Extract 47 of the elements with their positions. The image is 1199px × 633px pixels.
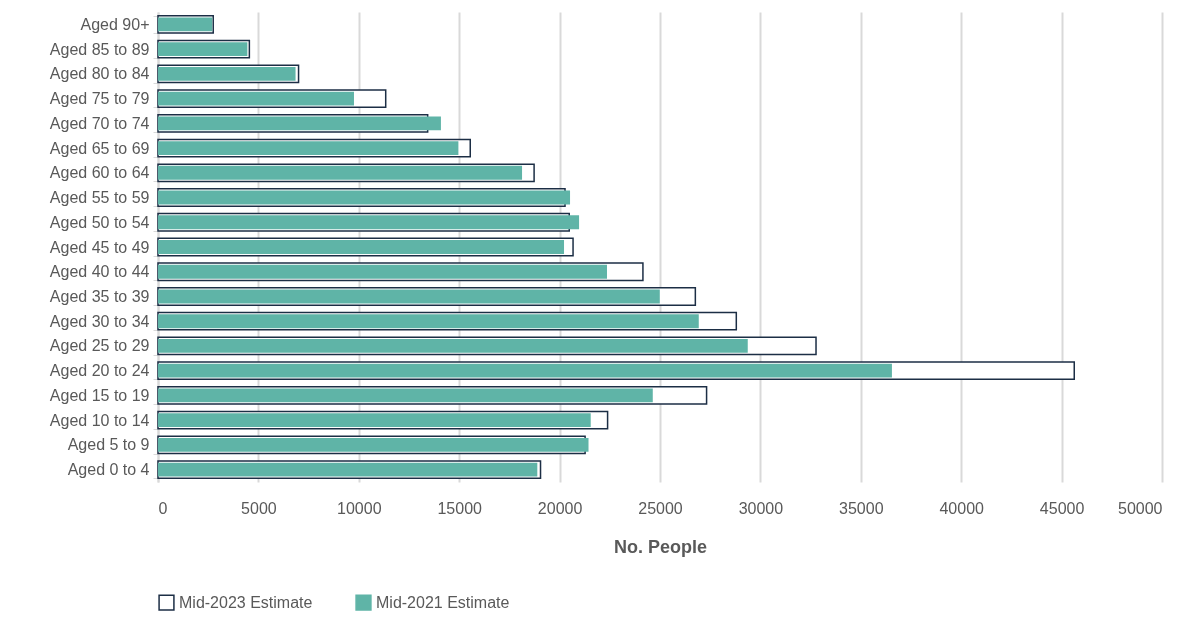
bar: [158, 413, 591, 428]
bar: [158, 190, 571, 205]
bar: [158, 165, 523, 180]
y-tick-label: Aged 0 to 4: [67, 461, 150, 479]
y-tick-label: Aged 5 to 9: [67, 436, 150, 454]
bar: [158, 141, 459, 155]
x-tick-label: 10000: [337, 499, 382, 517]
x-tick-label: 50000: [1118, 499, 1163, 517]
legend-label: Mid-2023 Estimate: [179, 593, 313, 611]
x-tick-label: 15000: [437, 499, 483, 517]
x-tick-label: 25000: [638, 499, 683, 517]
bar: [158, 91, 354, 106]
bar: [158, 314, 699, 329]
y-tick-label: Aged 85 to 89: [49, 40, 150, 58]
x-tick-label: 40000: [939, 499, 985, 517]
y-tick-label: Aged 30 to 34: [49, 312, 150, 330]
legend-label: Mid-2021 Estimate: [376, 593, 510, 611]
y-tick-label: Aged 70 to 74: [49, 114, 150, 132]
y-tick-label: Aged 45 to 49: [49, 238, 150, 256]
y-tick-label: Aged 15 to 19: [49, 386, 150, 404]
y-tick-label: Aged 60 to 64: [49, 164, 150, 182]
bar: [158, 339, 748, 353]
bar: [158, 215, 580, 230]
y-tick-label: Aged 80 to 84: [49, 65, 150, 83]
y-tick-label: Aged 20 to 24: [49, 362, 150, 380]
x-tick-label: 5000: [241, 499, 277, 517]
y-tick-label: Aged 25 to 29: [49, 337, 150, 355]
y-tick-label: Aged 50 to 54: [49, 213, 150, 231]
bar: [158, 363, 892, 378]
x-tick-label: 0: [158, 499, 168, 517]
bar: [158, 388, 653, 403]
y-tick-label: Aged 90+: [80, 15, 150, 33]
x-tick-label: 35000: [839, 499, 884, 517]
bar: [158, 289, 660, 304]
bar: [158, 116, 441, 131]
y-tick-label: Aged 65 to 69: [49, 139, 150, 157]
y-tick-label: Aged 75 to 79: [49, 90, 150, 108]
y-tick-label: Aged 35 to 39: [49, 287, 150, 305]
x-axis-title: No. People: [613, 536, 708, 557]
bar: [158, 240, 565, 254]
y-tick-label: Aged 40 to 44: [49, 263, 150, 281]
y-tick-label: Aged 55 to 59: [49, 189, 150, 207]
x-tick-label: 20000: [537, 499, 583, 517]
bar: [158, 264, 607, 279]
y-tick-label: Aged 10 to 14: [49, 411, 150, 429]
x-tick-label: 30000: [738, 499, 784, 517]
x-tick-label: 45000: [1039, 499, 1085, 517]
